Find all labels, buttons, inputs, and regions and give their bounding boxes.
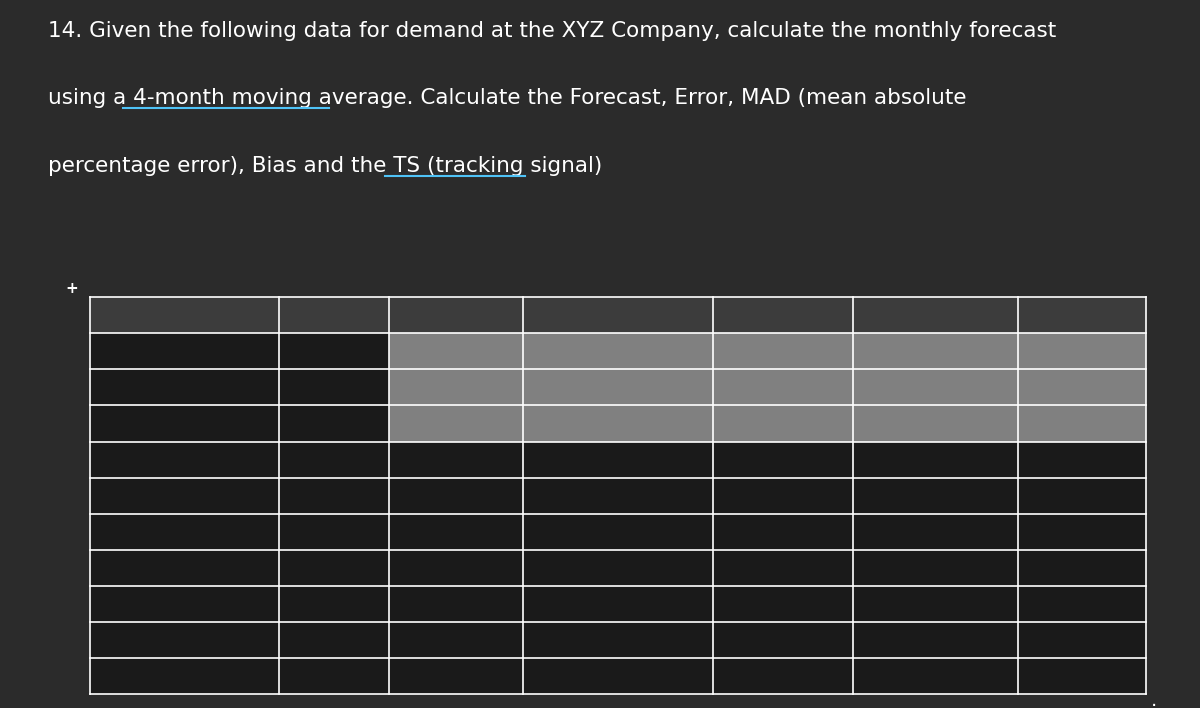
Text: 2-Feb 2021: 2-Feb 2021 [102, 486, 216, 505]
Text: Error: Error [589, 306, 647, 325]
Text: 14. Given the following data for demand at the XYZ Company, calculate the monthl: 14. Given the following data for demand … [48, 21, 1056, 41]
Text: 2-Oct 2020: 2-Oct 2020 [102, 342, 215, 361]
Text: percentage error), Bias and the TS (tracking signal): percentage error), Bias and the TS (trac… [48, 156, 602, 176]
Text: 850: 850 [338, 558, 377, 577]
Text: .: . [534, 156, 547, 176]
Text: Period: Period [148, 306, 222, 325]
Text: 2-July 2021: 2-July 2021 [102, 666, 217, 685]
Text: 2-June 2021: 2-June 2021 [102, 630, 226, 649]
Text: .: . [1151, 692, 1158, 708]
Text: Bias: Bias [912, 306, 959, 325]
Text: Forecast: Forecast [407, 306, 505, 325]
Text: 800: 800 [338, 594, 377, 613]
Text: 2-Jan 2021: 2-Jan 2021 [102, 450, 212, 469]
Text: 1000: 1000 [325, 666, 377, 685]
Text: +: + [66, 281, 78, 297]
Text: 900: 900 [338, 414, 377, 433]
Text: 2-Mar 2021: 2-Mar 2021 [102, 522, 218, 541]
Text: 1000: 1000 [325, 450, 377, 469]
Text: 2-Dec 2020: 2-Dec 2020 [102, 414, 220, 433]
Text: using a 4-month moving average. Calculate the Forecast, Error, MAD (mean absolut: using a 4-month moving average. Calculat… [48, 88, 966, 108]
Text: Demand: Demand [283, 306, 377, 325]
Text: 950: 950 [338, 486, 377, 505]
Text: 2-Apr 2021: 2-Apr 2021 [102, 558, 215, 577]
Text: 850: 850 [338, 342, 377, 361]
Text: TS: TS [1068, 306, 1096, 325]
Text: 1050: 1050 [325, 522, 377, 541]
Text: 900: 900 [338, 630, 377, 649]
Text: MAD: MAD [757, 306, 809, 325]
Text: 2-May 2021: 2-May 2021 [102, 594, 222, 613]
Text: 2-Nov 2020: 2-Nov 2020 [102, 378, 220, 397]
Text: 950: 950 [338, 378, 377, 397]
